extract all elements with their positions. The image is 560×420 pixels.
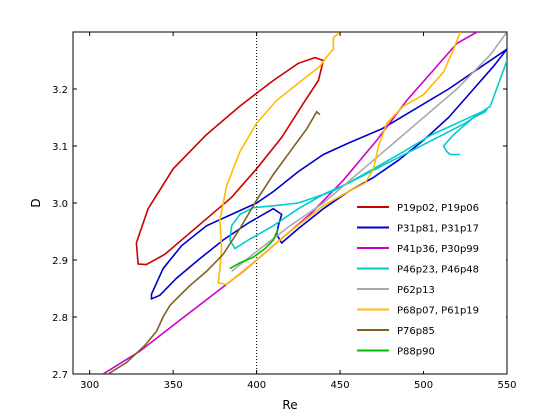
legend-entry: P41p36, P30p99 [397,244,479,255]
y-tick-label: 2.7 [52,370,68,381]
tick-layer: 300 350 400 450 500 550 2.7 2.8 2.9 3.0 3.1 3.2 [52,32,517,391]
y-tick-label: 3.0 [52,199,68,210]
x-tick-label: 500 [414,380,433,391]
y-tick-label: 3.2 [52,85,68,96]
series-line-4 [229,60,507,250]
y-tick-label: 3.1 [52,142,68,153]
series-layer [102,32,507,374]
legend-entry: P68p07, P61p19 [397,306,479,317]
series-line-3 [102,32,478,374]
y-tick-label: 2.8 [52,313,68,324]
legend-entry: P19p02, P19p06 [397,203,479,214]
legend-box [352,195,506,371]
legend-entry: P88p90 [397,347,435,358]
x-tick-label: 400 [247,380,266,391]
legend-entry: P76p85 [397,326,435,337]
y-axis-label: D [29,198,43,207]
legend: P19p02, P19p06 P31p81, P31p17 P41p36, P30p… [352,195,506,371]
x-tick-label: 550 [497,380,516,391]
legend-entry: P62p13 [397,285,435,296]
x-axis-label: Re [282,398,297,412]
series-line-7 [107,110,321,374]
series-line-8 [229,228,280,270]
series-line-6 [217,32,462,286]
series-line-1 [135,56,325,266]
series-line-2 [150,48,507,301]
x-tick-label: 450 [331,380,350,391]
legend-entry: P31p81, P31p17 [397,224,479,235]
x-tick-label: 300 [80,380,99,391]
legend-entry: P46p23, P46p48 [397,265,479,276]
y-tick-label: 2.9 [52,256,68,267]
x-tick-label: 350 [164,380,183,391]
